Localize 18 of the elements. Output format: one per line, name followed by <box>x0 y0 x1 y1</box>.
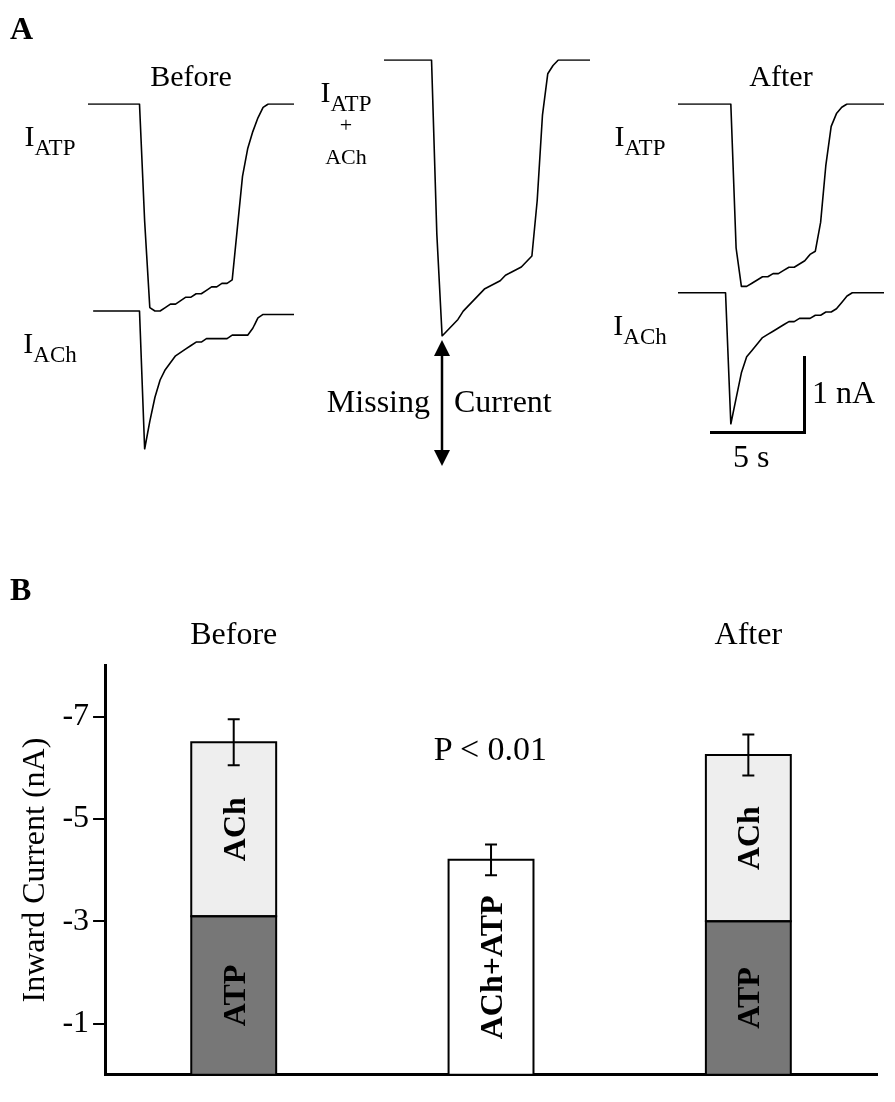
y-tick-label: -5 <box>62 798 90 835</box>
y-tick-label: -3 <box>62 900 90 937</box>
series-label: ACh <box>215 796 252 862</box>
text: B <box>10 571 32 607</box>
text: ATP <box>730 967 767 1029</box>
series-label: ATP <box>215 964 252 1027</box>
text: 5 s <box>733 438 770 474</box>
chart-title: After <box>749 58 813 92</box>
y-tick-label: -7 <box>62 695 90 732</box>
series-label: ACh+ATP <box>473 895 510 1040</box>
annotation: 1 nA <box>812 374 876 410</box>
chart-title: Before <box>150 58 232 92</box>
annotation: P < 0.01 <box>433 729 548 767</box>
y-axis-title: Inward Current (nA) <box>14 737 51 1003</box>
text: Missing Current <box>326 383 552 419</box>
text: ACh <box>730 806 767 871</box>
y-tick-label: -1 <box>62 1003 90 1040</box>
text: A <box>10 10 34 46</box>
